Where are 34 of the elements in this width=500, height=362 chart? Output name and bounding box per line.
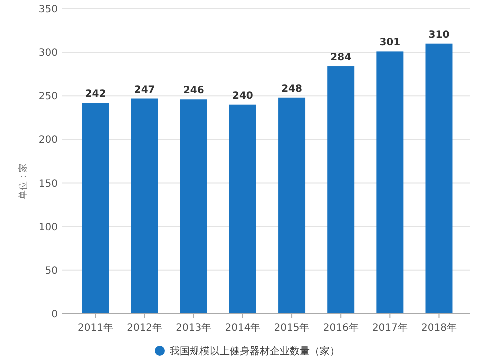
bar — [180, 100, 208, 314]
data-label: 248 — [282, 84, 303, 95]
bar — [82, 103, 110, 314]
y-tick-label: 300 — [38, 48, 58, 60]
x-tick-label: 2017年 — [372, 322, 408, 334]
data-label: 284 — [330, 52, 352, 64]
y-tick-label: 350 — [38, 4, 58, 16]
data-label: 310 — [428, 30, 450, 41]
data-label: 240 — [232, 90, 254, 102]
bar — [278, 98, 306, 314]
y-tick-label: 50 — [45, 266, 58, 277]
x-tick-label: 2013年 — [176, 322, 212, 334]
data-label: 246 — [183, 86, 204, 97]
y-tick-label: 150 — [38, 178, 58, 190]
y-tick-label: 0 — [52, 310, 58, 320]
bar — [229, 104, 256, 314]
x-tick-label: 2011年 — [78, 322, 114, 334]
data-label: 242 — [85, 89, 106, 100]
bar — [328, 66, 355, 314]
x-tick-label: 2016年 — [323, 322, 359, 334]
y-axis-title: 单位：家 — [18, 164, 29, 200]
bar — [131, 98, 158, 314]
x-tick-label: 2018年 — [422, 322, 457, 334]
x-tick-label: 2012年 — [127, 322, 163, 334]
legend-label: 我国规模以上健身器材企业数量（家） — [170, 346, 340, 358]
bar — [426, 44, 453, 314]
x-tick-label: 2015年 — [274, 322, 310, 334]
y-tick-label: 100 — [38, 222, 58, 234]
x-tick-label: 2014年 — [225, 322, 261, 334]
data-label: 247 — [134, 84, 156, 96]
y-tick-label: 250 — [38, 92, 58, 103]
bar — [376, 52, 404, 314]
y-tick-label: 200 — [38, 135, 58, 146]
data-label: 301 — [380, 38, 401, 49]
